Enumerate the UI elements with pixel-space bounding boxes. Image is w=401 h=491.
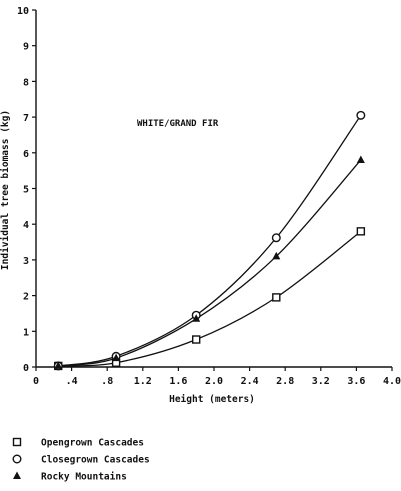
series-line-circle [58,114,362,367]
data-point-triangle [272,251,281,260]
legend-circle-icon [12,454,22,464]
x-axis-title: Height (meters) [169,394,255,405]
x-tick-label: 1.2 [134,376,152,387]
data-point-square [356,227,366,236]
y-tick-label: 7 [23,113,29,124]
x-ticks: 0 .4 .8 1.2 1.6 2.0 2.4 2.8 3.2 3.6 4.0 [33,367,401,387]
series-line-triangle [58,159,362,367]
data-point-triangle [192,314,201,322]
series-curves [58,114,362,367]
data-point-circle [271,233,281,243]
x-tick-label: 4.0 [383,376,401,387]
data-point-square [191,335,201,344]
y-tick-label: 2 [23,292,29,303]
legend-label: Rocky Mountains [41,472,127,483]
data-point-square [272,293,281,302]
data-point-triangle [54,361,63,369]
x-tick-label: 3.6 [347,376,365,387]
y-tick-label: 1 [23,327,29,338]
x-tick-label: 1.6 [169,376,187,387]
y-tick-label: 10 [17,6,29,17]
legend-square-icon [12,437,22,447]
y-tick-label: 5 [23,185,29,196]
legend: Opengrown Cascades Closegrown Cascades Roc… [12,437,150,483]
y-tick-label: 4 [23,220,29,231]
x-tick-label: .4 [66,376,78,387]
legend-label: Closegrown Cascades [41,455,150,466]
legend-label: Opengrown Cascades [41,438,144,449]
y-tick-label: 6 [23,149,29,160]
data-point-triangle [356,155,365,163]
x-tick-label: 2.4 [241,376,259,387]
series-line-square [58,230,362,367]
y-tick-label: 0 [23,363,29,374]
x-tick-label: 0 [33,376,39,387]
y-tick-label: 9 [23,42,29,53]
x-tick-label: .8 [101,376,113,387]
chart-annotation: WHITE/GRAND FIR [137,119,219,129]
y-tick-label: 3 [23,256,29,267]
x-tick-label: 2.8 [276,376,294,387]
data-point-triangle [112,353,121,362]
x-tick-label: 2.0 [205,376,223,387]
data-point-circle [356,110,366,120]
y-axis-title: Individual tree biomass (kg) [0,110,11,270]
legend-triangle-icon [13,471,21,479]
y-tick-label: 8 [23,77,29,88]
x-tick-label: 3.2 [312,376,330,387]
y-ticks: 0 1 2 3 4 5 6 7 8 9 10 [17,6,36,374]
axes [35,10,392,368]
series-markers [53,110,366,371]
